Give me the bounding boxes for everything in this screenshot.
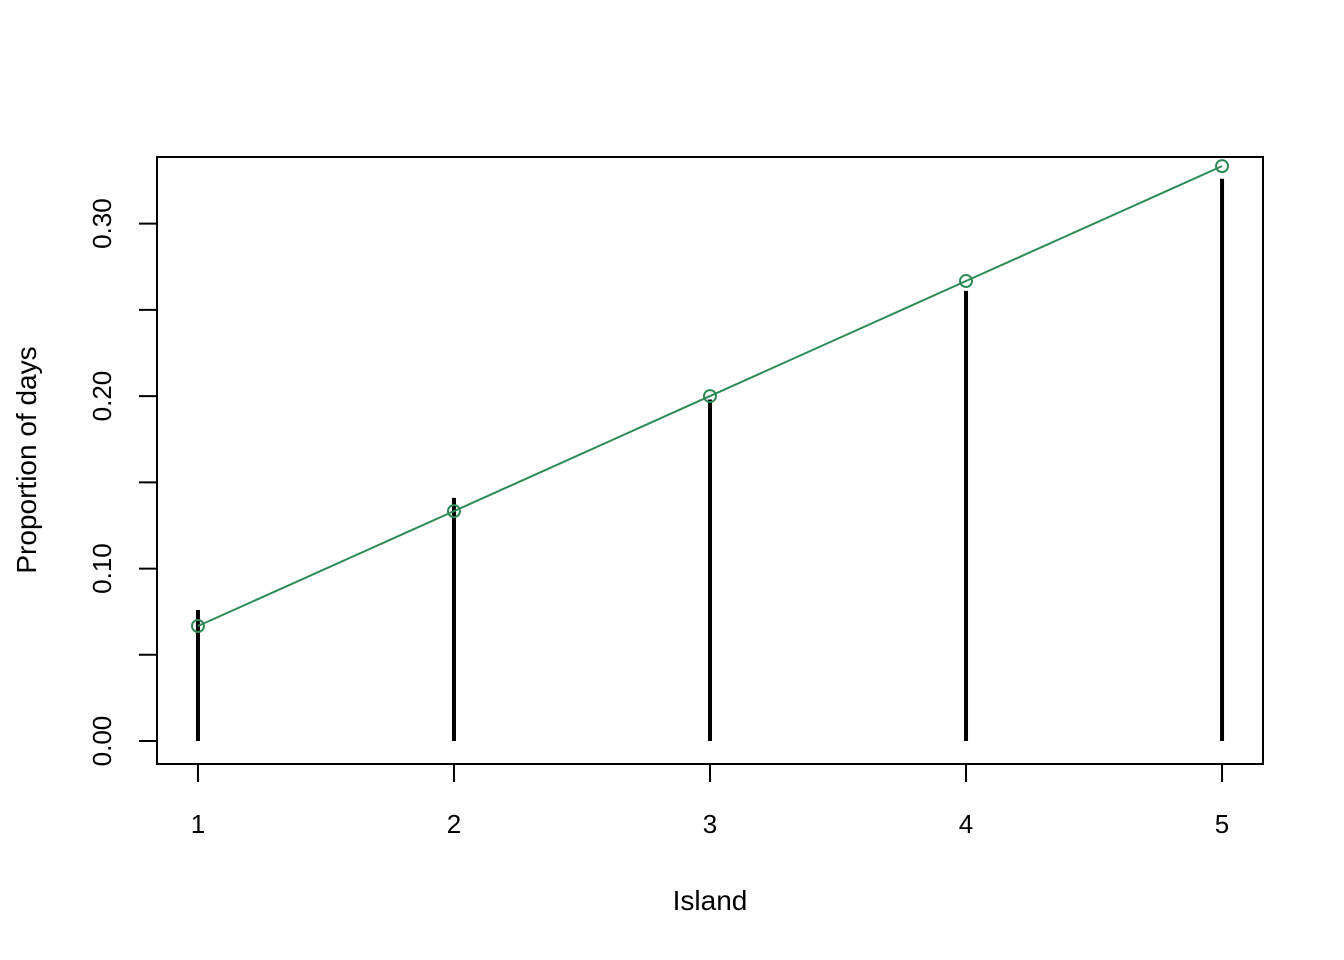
x-tick-label: 3 (703, 809, 717, 839)
y-tick-label: 0.10 (87, 543, 117, 594)
marks (190, 159, 1230, 742)
y-tick-label: 0.00 (87, 716, 117, 767)
expected-point (959, 274, 974, 289)
y-tick-label: 0.30 (87, 198, 117, 249)
x-axis-label: Island (673, 885, 748, 916)
x-axis: 1 2 3 4 5 (191, 763, 1229, 839)
y-axis: 0.00 0.10 0.20 0.30 (87, 198, 158, 767)
x-tick-label: 5 (1215, 809, 1229, 839)
expected-line (197, 165, 1223, 627)
x-tick-label: 1 (191, 809, 205, 839)
y-axis-label: Proportion of days (11, 346, 42, 573)
x-tick-label: 4 (959, 809, 973, 839)
x-tick-label: 2 (447, 809, 461, 839)
y-tick-label: 0.20 (87, 371, 117, 422)
expected-point (1215, 159, 1230, 174)
expected-point (190, 619, 205, 634)
expected-point (703, 389, 717, 404)
expected-point (446, 504, 461, 519)
